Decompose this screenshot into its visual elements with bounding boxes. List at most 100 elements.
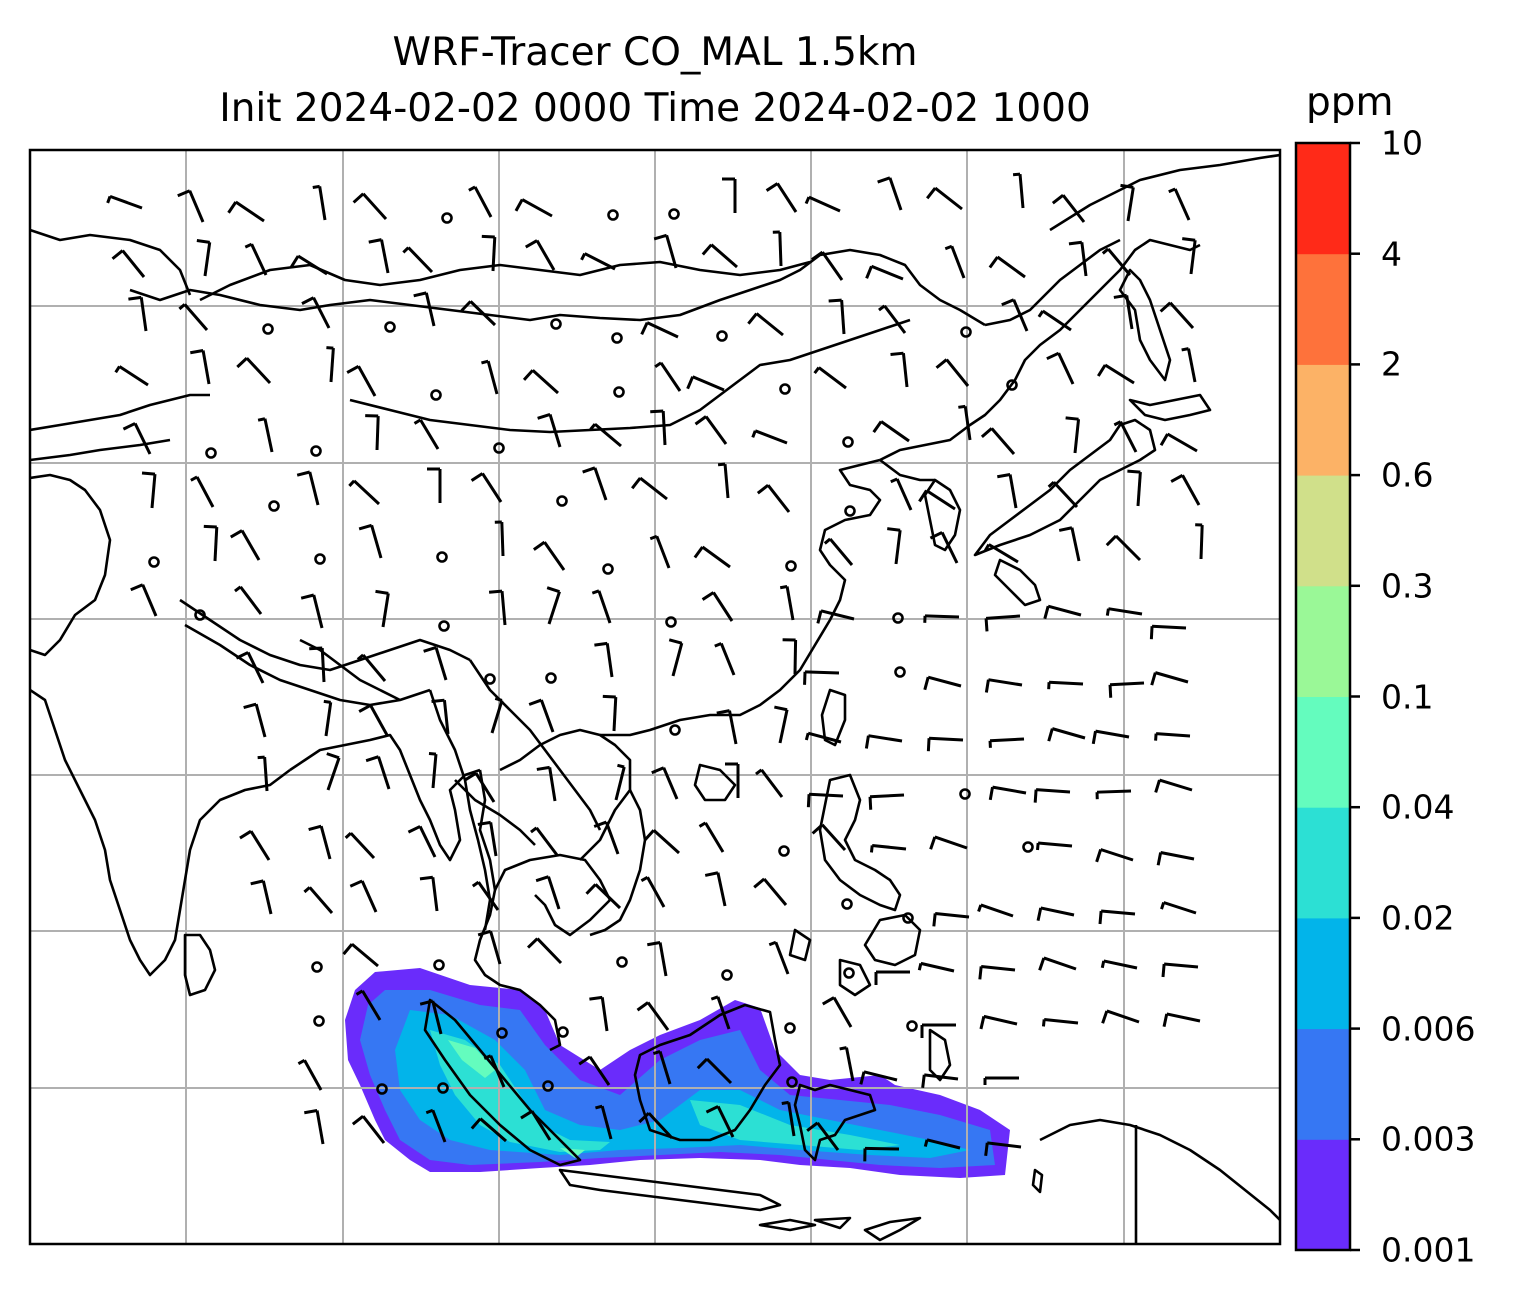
- wind-barb-shaft: [1104, 363, 1135, 385]
- wind-barb-flag: [342, 943, 354, 956]
- wind-barb-shaft: [588, 1055, 611, 1086]
- wind-barb-flag: [344, 832, 352, 840]
- wind-barb-shaft: [723, 463, 730, 499]
- wind-barb-shaft: [431, 753, 438, 789]
- wind-barb-flag: [1108, 684, 1113, 698]
- calm-wind-marker: [844, 505, 856, 517]
- wind-barb-flag: [300, 593, 315, 600]
- colorbar-bin: [1296, 807, 1350, 919]
- wind-barb-flag: [1154, 779, 1161, 793]
- central-asia-border: [30, 438, 171, 462]
- wind-barb-flag: [141, 471, 156, 476]
- wind-barb-shaft: [1052, 481, 1079, 509]
- colorbar-tick-label: 0.6: [1381, 455, 1434, 495]
- wind-barb-shaft: [593, 467, 608, 501]
- philippines-coastline: [863, 913, 922, 967]
- map-title-line-2: Init 2024-02-02 0000 Time 2024-02-02 100…: [219, 86, 1091, 131]
- wind-barb-shaft: [1199, 524, 1204, 560]
- wind-barb-shaft: [594, 883, 622, 910]
- colorbar-tick-label: 0.001: [1381, 1230, 1476, 1270]
- wind-barb-shaft: [418, 825, 437, 858]
- calm-wind-marker: [314, 553, 326, 565]
- wind-barb-flag: [988, 786, 994, 801]
- wind-barb-shaft: [1155, 732, 1191, 738]
- wind-barb-shaft: [821, 823, 847, 852]
- wind-barb-shaft: [925, 489, 956, 511]
- colorbar-bin: [1296, 475, 1350, 587]
- russia-china-border: [984, 238, 1121, 327]
- wind-barb-flag: [229, 529, 243, 539]
- wind-barb-shaft: [1073, 419, 1081, 454]
- wind-barb-flag: [177, 189, 191, 198]
- wind-barb-flag: [1156, 852, 1163, 866]
- lesser-sunda-coastline: [813, 1216, 852, 1230]
- wind-barb-flag: [514, 198, 524, 212]
- wind-barb-flag: [526, 937, 539, 949]
- wind-barb-flag: [1033, 789, 1038, 803]
- wind-barb-shaft: [234, 200, 265, 223]
- colorbar-tick-label: 0.3: [1381, 566, 1434, 606]
- wind-barb-flag: [1181, 347, 1189, 352]
- wind-barb-shaft: [521, 198, 553, 218]
- wind-barb-flag: [878, 304, 886, 312]
- calm-wind-marker: [669, 724, 681, 736]
- wind-barb-shaft: [659, 361, 682, 392]
- wind-barb-shaft: [1048, 680, 1084, 686]
- wind-barb-shaft: [547, 876, 561, 910]
- wind-barb-shaft: [880, 420, 910, 443]
- wind-barb-shaft: [539, 699, 555, 733]
- wind-barb-shaft: [894, 530, 902, 565]
- japan-coastline: [1128, 393, 1212, 422]
- wind-barb-shaft: [375, 415, 380, 451]
- wind-barb-flag: [650, 409, 664, 414]
- wind-barb-shaft: [716, 872, 727, 907]
- wind-barb-flag: [352, 192, 365, 204]
- wind-barb-flag: [589, 995, 603, 1001]
- wind-barb-flag: [869, 845, 874, 853]
- wind-barb-shaft: [1189, 240, 1197, 275]
- wind-barb-shaft: [535, 826, 559, 856]
- wind-barb-flag: [828, 298, 842, 303]
- wind-barb-shaft: [486, 360, 499, 395]
- wind-barb-shaft: [705, 1057, 733, 1085]
- wind-barb-flag: [821, 996, 835, 1006]
- wind-barb-flag: [471, 880, 480, 888]
- borneo-coastline: [633, 1003, 782, 1142]
- wind-barb-flag: [979, 1016, 986, 1030]
- wind-barb-flag: [413, 291, 427, 298]
- wind-barb-shaft: [246, 651, 265, 684]
- calm-wind-marker: [906, 1020, 918, 1032]
- wind-barb-flag: [602, 694, 616, 699]
- wind-barb-flag: [470, 1117, 482, 1130]
- wind-barb-shaft: [600, 997, 609, 1032]
- wind-barb-flag: [654, 361, 662, 368]
- wind-barb-flag: [686, 376, 695, 390]
- wind-barb-shaft: [716, 1105, 735, 1138]
- wind-barb-shaft: [489, 822, 498, 857]
- wind-barb-shaft: [754, 429, 788, 445]
- wind-barb-shaft: [474, 772, 496, 803]
- wind-barb-flag: [227, 201, 238, 214]
- calm-wind-marker: [438, 620, 450, 632]
- wind-barb-flag: [297, 1058, 306, 1065]
- wind-barb-shaft: [1103, 959, 1138, 970]
- colorbar-bin: [1296, 917, 1350, 1030]
- wind-barb-flag: [530, 826, 538, 834]
- china-mongolia-border: [129, 248, 986, 327]
- wind-barb-flag: [349, 879, 363, 888]
- calm-wind-marker: [841, 898, 853, 910]
- colorbar-bin: [1296, 696, 1350, 808]
- wind-barb-flag: [980, 427, 993, 439]
- wind-barb-shaft: [442, 700, 450, 735]
- wind-barb-flag: [929, 836, 937, 850]
- wind-barb-shaft: [1166, 432, 1198, 453]
- wind-barb-flag: [244, 242, 253, 249]
- wind-barb-shaft: [1035, 788, 1071, 794]
- wind-barb-shaft: [762, 877, 788, 906]
- central-asia-border: [30, 228, 192, 296]
- calm-wind-marker: [384, 321, 396, 333]
- wind-barb-shaft: [195, 476, 215, 508]
- wind-barb-shaft: [996, 255, 1026, 279]
- wind-barb-shaft: [360, 880, 378, 913]
- calm-wind-marker: [310, 445, 322, 457]
